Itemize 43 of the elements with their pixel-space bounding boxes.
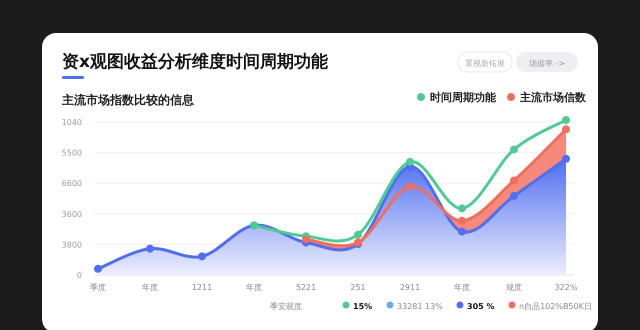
point [406,182,414,191]
x-tick-label: 251 [350,283,366,292]
text: 305 % [467,302,494,311]
point [302,235,310,244]
chart-title: 资x观图收益分析维度时间周期功能 [62,52,328,72]
x-tick-label: 322% [554,283,578,292]
point [406,158,414,166]
text: 置视新拓展 [465,59,505,68]
x-tick-label: 5221 [296,283,316,292]
point [458,204,466,212]
point [94,264,102,273]
point [458,216,466,225]
text: 3800 [62,240,82,250]
text: 5500 [62,148,82,158]
text: 33281 13% [397,302,444,311]
point [146,244,154,253]
text: 15% [353,302,372,311]
legend-label: 主流市场信数 [519,91,587,104]
x-tick-label: 规度 [506,283,522,292]
chart-subtitle: 主流市场指数比较的信息 [61,93,195,107]
text: 场据率 -> [528,59,566,68]
x-tick-label: 2911 [400,283,420,292]
x-tick-label: 年度 [142,283,158,292]
text: 6600 [62,179,82,188]
text: 季安观度 [270,302,302,311]
point [510,192,518,200]
text: 3600 [62,210,82,219]
point [510,176,518,184]
legend-label: 时间周期功能 [430,91,497,104]
x-tick-label: 年度 [454,283,470,292]
point [458,228,466,236]
text: 1040 [62,118,82,127]
x-tick-label: 年度 [246,283,262,292]
point [562,125,570,134]
text: 0 [76,271,82,280]
point [354,230,362,239]
text: n自品102%B50K日 [519,302,592,311]
x-tick-label: 季度 [90,283,106,292]
point [562,116,570,124]
x-tick-label: 1211 [192,283,212,292]
point [510,145,518,154]
point [562,154,570,163]
point [198,252,206,260]
